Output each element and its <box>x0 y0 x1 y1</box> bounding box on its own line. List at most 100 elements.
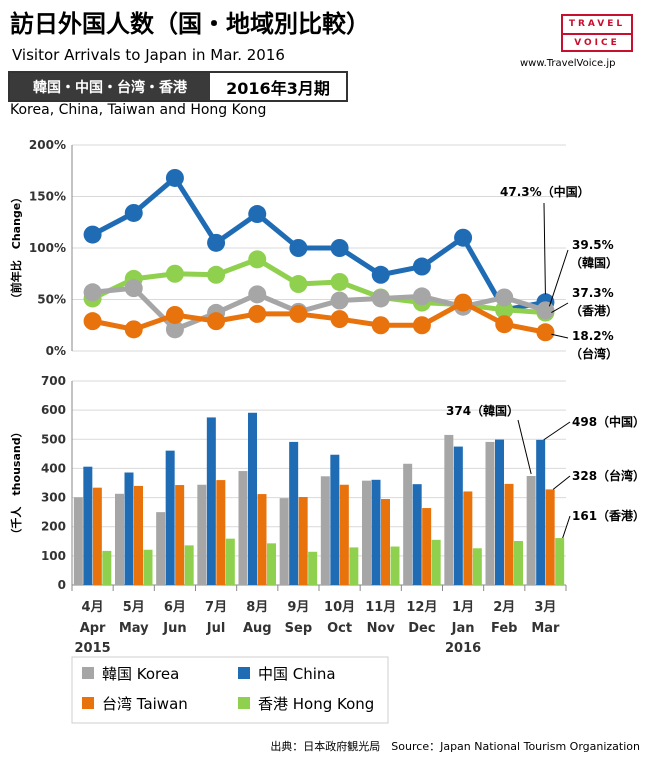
bar-hongkong <box>102 550 112 585</box>
line-y-tick-label: 150% <box>29 190 66 204</box>
x-tick-label-en: Mar <box>531 621 560 636</box>
bar-y-tick-label: 600 <box>41 403 66 417</box>
bar-korea <box>362 480 371 585</box>
legend-swatch-korea <box>82 667 94 679</box>
bar-china <box>495 439 504 585</box>
legend-swatch-taiwan <box>82 697 94 709</box>
source-note: 出典：日本政府観光局 Source：Japan National Tourism… <box>270 740 640 753</box>
travelvoice-logo: TRAVEL VOICE <box>561 14 633 52</box>
x-tick-label-en: Jul <box>206 621 226 636</box>
bar-china <box>371 479 381 585</box>
line-point-taiwan <box>412 316 431 335</box>
line-point-korea <box>412 287 431 306</box>
annotation-taiwan-line-label: （台湾） <box>570 346 618 361</box>
bar-y-tick-label: 500 <box>41 432 66 446</box>
bar-korea <box>444 434 454 585</box>
line-point-taiwan <box>248 304 267 323</box>
x-tick-label-jp: 8月 <box>246 600 268 615</box>
line-y-axis-label: （前年比 Change） <box>9 192 23 305</box>
x-tick-label-en: Oct <box>327 621 352 636</box>
line-point-taiwan <box>454 293 473 312</box>
legend-swatch-china <box>238 667 250 679</box>
bar-y-tick-label: 400 <box>41 461 66 475</box>
line-point-china <box>165 168 184 187</box>
x-tick-label-jp: 2月 <box>493 600 515 615</box>
x-tick-label-en: Apr <box>80 621 106 636</box>
bar-taiwan <box>134 485 143 585</box>
bar-y-axis-label: （千人 thousand） <box>9 426 23 539</box>
bar-korea <box>403 463 413 585</box>
bar-taiwan <box>298 496 308 585</box>
bar-china <box>206 417 216 585</box>
annotation-leader <box>548 249 569 307</box>
bar-taiwan <box>216 480 226 585</box>
x-tick-label-jp: 1月 <box>452 600 474 615</box>
x-tick-label-year: 2016 <box>445 641 481 656</box>
line-point-korea <box>165 320 184 339</box>
line-point-china <box>330 239 349 257</box>
legend-swatch-hongkong <box>238 697 250 709</box>
bar-y-tick-label: 0 <box>58 578 66 592</box>
bar-y-tick-label: 300 <box>41 491 66 505</box>
bar-taiwan <box>381 499 390 585</box>
annotation-leader <box>551 302 569 314</box>
line-point-china <box>289 239 308 257</box>
annotation-korea-bar: 374（韓国） <box>446 403 519 418</box>
bar-korea <box>73 497 83 585</box>
site-url: www.TravelVoice.jp <box>520 58 616 69</box>
annotation-korea-line-label: （韓国） <box>570 255 618 270</box>
bar-china <box>289 441 299 585</box>
logo-line2: VOICE <box>574 38 620 48</box>
bar-korea <box>320 476 330 585</box>
legend-label-taiwan: 台湾 Taiwan <box>102 695 188 713</box>
line-point-korea <box>330 291 349 310</box>
line-point-hongkong <box>330 272 349 291</box>
line-point-china <box>124 203 143 222</box>
regions-tag: 韓国・中国・台湾・香港 <box>10 73 210 100</box>
line-point-korea <box>124 279 143 298</box>
x-tick-label-en: Dec <box>408 621 435 636</box>
bar-hongkong <box>555 538 565 585</box>
bar-korea <box>485 441 495 585</box>
annotation-taiwan-bar: 328（台湾） <box>572 468 645 483</box>
bar-hongkong <box>225 538 235 585</box>
bar-china <box>330 454 340 585</box>
bar-hongkong <box>431 539 441 585</box>
annotation-hongkong-line: 37.3% <box>572 286 614 300</box>
line-point-taiwan <box>536 323 555 342</box>
bar-taiwan <box>463 491 473 585</box>
x-tick-label-en: Feb <box>491 621 517 636</box>
line-point-china <box>454 228 473 247</box>
bar-china <box>83 466 93 585</box>
line-point-taiwan <box>165 305 184 324</box>
bar-china <box>412 484 422 585</box>
x-tick-label-en: Jan <box>451 621 475 636</box>
line-point-hongkong <box>495 300 514 319</box>
annotation-taiwan-line: 18.2% <box>572 329 614 343</box>
page-title: 訪日外国人数（国・地域別比較） <box>10 10 370 38</box>
bar-korea <box>197 484 207 585</box>
x-tick-label-en: Nov <box>367 621 396 636</box>
x-tick-label-year: 2015 <box>74 641 110 656</box>
x-tick-label-jp: 7月 <box>205 600 227 615</box>
bar-taiwan <box>257 494 267 585</box>
x-tick-label-en: May <box>119 621 149 636</box>
line-point-taiwan <box>207 312 226 331</box>
bar-hongkong <box>308 551 318 585</box>
period-tag: 韓国・中国・台湾・香港 2016年3月期 <box>8 71 348 102</box>
annotation-china-line: 47.3%（中国） <box>500 184 590 199</box>
line-point-hongkong <box>289 275 308 294</box>
period-label: 2016年3月期 <box>226 78 330 98</box>
x-tick-label-jp: 5月 <box>123 600 145 615</box>
bar-taiwan <box>545 489 555 585</box>
bar-hongkong <box>267 543 276 585</box>
x-tick-label-en: Aug <box>243 621 272 636</box>
regions-english: Korea, China, Taiwan and Hong Kong <box>10 102 267 118</box>
line-point-korea <box>83 283 102 302</box>
x-tick-label-jp: 3月 <box>534 600 556 615</box>
bar-korea <box>279 498 289 585</box>
line-y-tick-label: 50% <box>37 293 66 307</box>
annotation-hongkong-line-label: （香港） <box>570 303 618 318</box>
logo-line1: TRAVEL <box>563 16 631 35</box>
